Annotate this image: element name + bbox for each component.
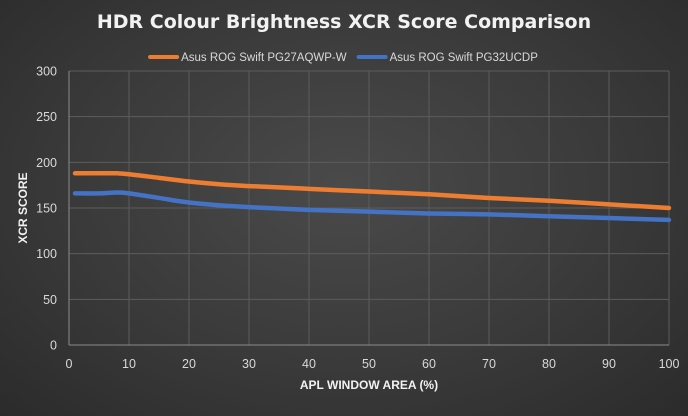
x-tick-label: 50 xyxy=(362,357,376,371)
y-tick-label: 0 xyxy=(50,339,57,353)
x-tick-label: 10 xyxy=(122,357,136,371)
y-tick-label: 150 xyxy=(36,202,57,216)
x-tick-label: 70 xyxy=(482,357,496,371)
y-tick-label: 100 xyxy=(36,247,57,261)
y-tick-label: 200 xyxy=(36,156,57,170)
y-tick-label: 250 xyxy=(36,110,57,124)
y-axis-title: XCR SCORE xyxy=(16,172,30,243)
x-tick-label: 20 xyxy=(182,357,196,371)
x-axis-title: APL WINDOW AREA (%) xyxy=(300,378,438,392)
y-tick-label: 300 xyxy=(36,65,57,79)
x-tick-label: 0 xyxy=(66,357,73,371)
series-line-1 xyxy=(72,170,672,211)
x-tick-label: 80 xyxy=(542,357,556,371)
legend-item-1: Asus ROG Swift PG27AQWP-W xyxy=(148,52,347,64)
x-tick-label: 90 xyxy=(602,357,616,371)
series-line-2 xyxy=(72,190,672,223)
x-tick-label: 60 xyxy=(422,357,436,371)
x-tick-label: 40 xyxy=(302,357,316,371)
x-tick-label: 30 xyxy=(242,357,256,371)
axes: 0 50 100 150 200 250 300 0 10 20 30 40 50 60 70 80 90 100 xyxy=(36,65,679,372)
legend-item-2: Asus ROG Swift PG32UCDP xyxy=(356,52,539,64)
y-tick-label: 50 xyxy=(43,293,57,307)
series-group xyxy=(72,170,672,223)
x-tick-label: 100 xyxy=(659,357,680,371)
grid xyxy=(69,70,670,345)
legend: Asus ROG Swift PG27AQWP-W Asus ROG Swift … xyxy=(148,52,539,64)
legend-label: Asus ROG Swift PG27AQWP-W xyxy=(181,52,347,64)
chart-title: HDR Colour Brightness XCR Score Comparis… xyxy=(97,11,591,33)
legend-label: Asus ROG Swift PG32UCDP xyxy=(390,52,539,64)
